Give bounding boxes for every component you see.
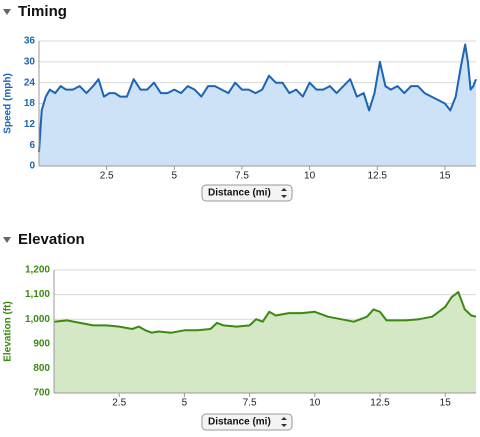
x-tick-label: 10 xyxy=(309,398,321,409)
dropdown-label: Distance (mi) xyxy=(208,188,271,199)
y-tick-label: 1,100 xyxy=(25,289,50,300)
y-axis-label: Speed (mph) xyxy=(3,73,14,134)
x-tick-label: 15 xyxy=(439,171,451,182)
dropdown-label: Distance (mi) xyxy=(208,417,271,428)
x-tick-label: 12.5 xyxy=(368,171,388,182)
x-tick-label: 15 xyxy=(440,398,452,409)
y-tick-label: 6 xyxy=(29,140,35,151)
x-tick-label: 7.5 xyxy=(243,398,257,409)
dropdown-arrows xyxy=(281,417,287,427)
y-tick-label: 1,000 xyxy=(25,314,50,325)
collapse-arrow[interactable] xyxy=(3,9,11,15)
y-tick-label: 800 xyxy=(33,363,50,374)
x-tick-label: 5 xyxy=(182,398,188,409)
x-tick-label: 7.5 xyxy=(235,171,249,182)
y-axis-label: Elevation (ft) xyxy=(3,301,14,362)
y-tick-label: 0 xyxy=(29,161,35,172)
y-tick-label: 12 xyxy=(24,119,36,130)
x-tick-label: 12.5 xyxy=(370,398,390,409)
section-title: Timing xyxy=(18,3,67,20)
section-title: Elevation xyxy=(18,231,85,248)
y-tick-label: 18 xyxy=(24,98,36,109)
area xyxy=(39,44,476,166)
x-tick-label: 10 xyxy=(304,171,316,182)
x-axis-dropdown[interactable] xyxy=(201,413,293,431)
y-tick-label: 1,200 xyxy=(25,265,50,276)
x-tick-label: 2.5 xyxy=(112,398,126,409)
x-tick-label: 5 xyxy=(172,171,178,182)
dropdown-arrows xyxy=(281,188,287,198)
line xyxy=(38,43,477,153)
y-tick-label: 36 xyxy=(24,36,36,47)
x-tick-label: 2.5 xyxy=(100,171,114,182)
x-axis-dropdown[interactable] xyxy=(201,184,293,202)
y-tick-label: 700 xyxy=(33,388,50,399)
y-tick-label: 30 xyxy=(24,56,36,67)
y-tick-label: 900 xyxy=(33,338,50,349)
area xyxy=(54,292,476,393)
collapse-arrow[interactable] xyxy=(3,237,11,243)
y-tick-label: 24 xyxy=(24,77,36,88)
line xyxy=(53,291,477,334)
